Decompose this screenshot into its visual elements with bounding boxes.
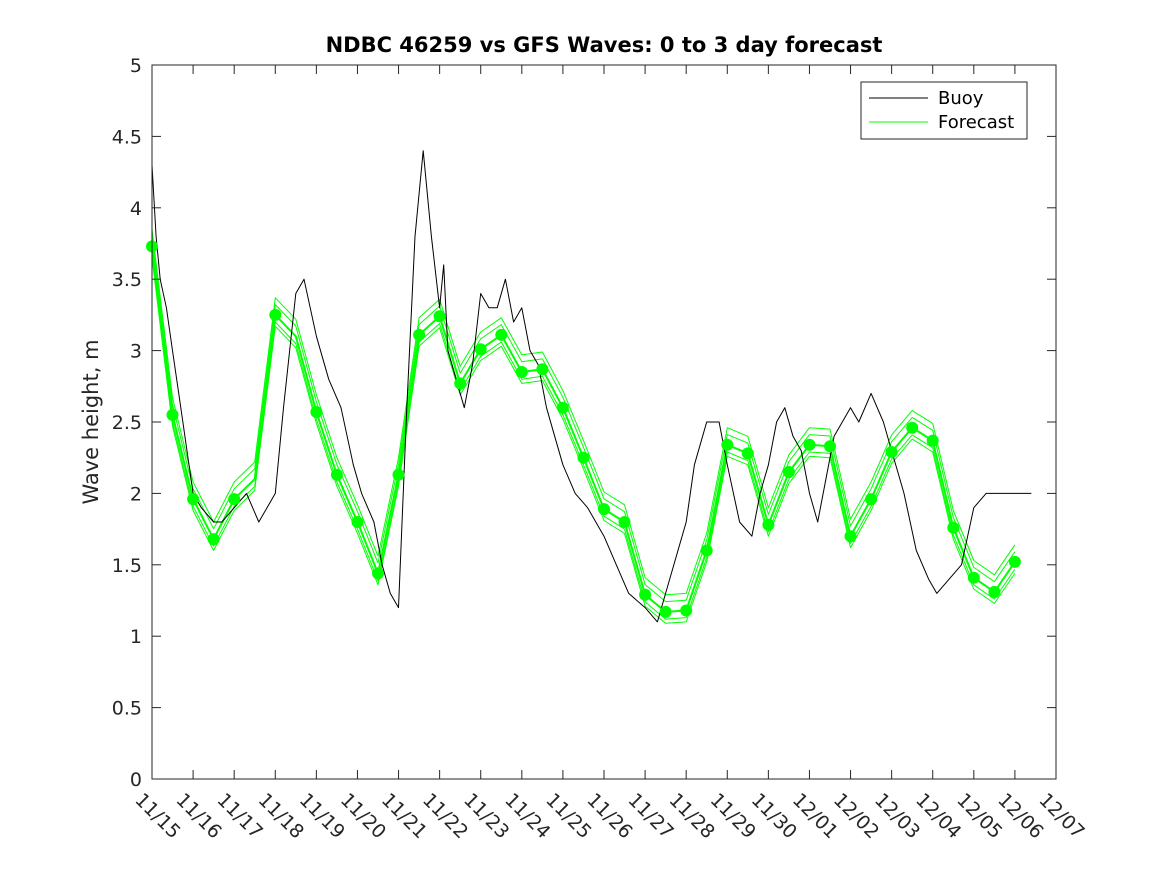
forecast-marker bbox=[926, 434, 939, 447]
legend: Buoy Forecast bbox=[860, 81, 1028, 140]
forecast-marker bbox=[269, 308, 282, 321]
series-layer bbox=[146, 150, 1032, 624]
forecast-marker bbox=[844, 530, 857, 543]
y-tick-label: 0 bbox=[130, 769, 142, 791]
forecast-marker bbox=[865, 493, 878, 506]
forecast-marker bbox=[639, 588, 652, 601]
forecast-marker bbox=[495, 328, 508, 341]
y-tick-label: 3.5 bbox=[112, 269, 142, 291]
forecast-marker bbox=[906, 421, 919, 434]
forecast-marker bbox=[885, 446, 898, 458]
forecast-marker bbox=[474, 343, 487, 356]
forecast-marker bbox=[782, 466, 795, 478]
legend-box bbox=[860, 81, 1028, 140]
forecast-marker bbox=[310, 406, 323, 418]
forecast-marker bbox=[392, 468, 405, 481]
legend-forecast-label: Forecast bbox=[938, 112, 1014, 133]
forecast-marker bbox=[680, 604, 693, 617]
forecast-marker bbox=[351, 516, 364, 528]
y-tick-label: 1 bbox=[130, 626, 142, 648]
forecast-marker bbox=[947, 521, 960, 534]
forecast-marker bbox=[1008, 555, 1021, 568]
y-tick-label: 3 bbox=[130, 341, 142, 363]
forecast-marker bbox=[988, 585, 1001, 598]
forecast-marker bbox=[166, 408, 179, 421]
y-tick-label: 0.5 bbox=[112, 698, 142, 720]
forecast-marker bbox=[577, 451, 590, 464]
forecast-marker bbox=[556, 401, 569, 414]
forecast-marker bbox=[721, 438, 734, 451]
forecast-marker bbox=[372, 567, 384, 580]
y-axis-title: Wave height, m bbox=[79, 339, 103, 504]
forecast-marker bbox=[762, 518, 775, 531]
forecast-marker bbox=[618, 516, 631, 528]
forecast-marker bbox=[700, 544, 713, 557]
forecast-member-line bbox=[151, 229, 1016, 596]
forecast-member-line bbox=[151, 236, 1016, 603]
forecast-marker bbox=[454, 377, 467, 390]
forecast-marker bbox=[187, 493, 200, 506]
forecast-marker bbox=[741, 447, 754, 460]
forecast-marker bbox=[967, 571, 980, 584]
y-tick-label: 4 bbox=[130, 198, 142, 220]
chart-title: NDBC 46259 vs GFS Waves: 0 to 3 day fore… bbox=[326, 33, 883, 57]
forecast-marker bbox=[598, 503, 610, 516]
forecast-marker bbox=[330, 468, 343, 481]
forecast-marker bbox=[515, 366, 528, 378]
forecast-marker bbox=[536, 363, 549, 376]
forecast-marker bbox=[803, 438, 816, 451]
forecast-marker bbox=[207, 533, 220, 546]
forecast-marker bbox=[433, 310, 446, 323]
y-tick-label: 2.5 bbox=[112, 412, 142, 434]
y-tick-label: 1.5 bbox=[112, 555, 142, 577]
legend-buoy-label: Buoy bbox=[938, 88, 984, 109]
forecast-member-line bbox=[151, 253, 1016, 620]
y-tick-label: 2 bbox=[130, 483, 142, 505]
forecast-marker bbox=[413, 328, 426, 341]
buoy-line bbox=[151, 150, 1032, 623]
forecast-marker bbox=[824, 440, 836, 453]
forecast-marker bbox=[228, 493, 241, 506]
y-tick-label: 5 bbox=[130, 55, 142, 77]
forecast-member-line bbox=[151, 257, 1016, 624]
plot-area bbox=[152, 65, 1056, 779]
forecast-marker bbox=[659, 605, 672, 618]
y-tick-label: 4.5 bbox=[112, 126, 142, 148]
